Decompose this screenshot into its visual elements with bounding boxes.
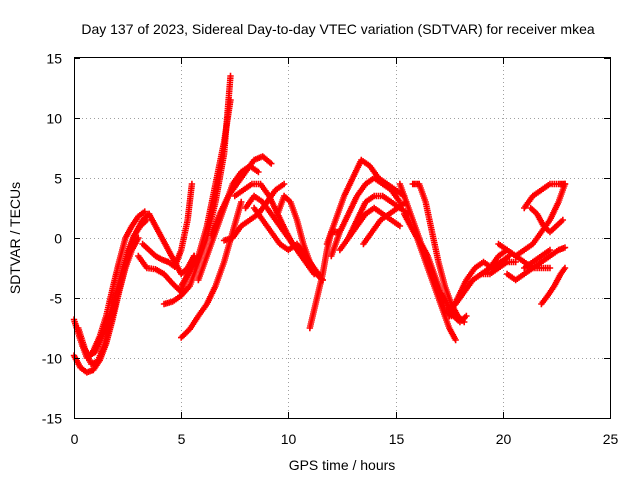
- x-tick-label: 0: [71, 431, 79, 447]
- series-track-i: [178, 96, 234, 290]
- x-tick-label: 15: [389, 431, 405, 447]
- data-point: [512, 258, 519, 266]
- series-track-ai: [538, 264, 569, 308]
- y-tick-labels: -15 -10 -5 0 5 10 15: [42, 51, 62, 427]
- series-track-v: [345, 204, 404, 242]
- data-point: [561, 180, 569, 188]
- series-track-s: [323, 156, 408, 248]
- data-point: [280, 180, 288, 188]
- y-tick-label: -5: [50, 291, 63, 307]
- data-point: [452, 336, 459, 344]
- series-track-e: [139, 180, 196, 270]
- series-track-ae: [495, 180, 569, 260]
- axis-ticks: [74, 58, 611, 419]
- data-point: [143, 216, 151, 224]
- y-tick-label: 5: [54, 171, 62, 187]
- x-tick-label: 20: [496, 431, 512, 447]
- data-point: [227, 96, 234, 104]
- x-tick-label: 25: [603, 431, 619, 447]
- data-point: [463, 312, 470, 320]
- y-tick-label: -15: [42, 411, 62, 427]
- series-track-ah: [527, 204, 567, 236]
- series-track-g: [145, 210, 198, 278]
- series-track-aj: [521, 246, 554, 272]
- data-point: [396, 222, 404, 230]
- series-track-af: [503, 244, 569, 284]
- series-track-y: [400, 210, 459, 344]
- x-tick-label: 10: [281, 431, 297, 447]
- data-point: [561, 244, 569, 251]
- data-point: [227, 72, 234, 80]
- data-point: [238, 198, 245, 206]
- x-tick-labels: 0 5 10 15 20 25: [71, 431, 619, 447]
- series-track-w: [360, 198, 410, 248]
- data-points: [70, 72, 569, 376]
- data-point: [141, 208, 148, 215]
- series-track-l: [208, 153, 275, 239]
- data-point: [559, 216, 567, 224]
- data-point: [268, 160, 275, 167]
- y-tick-label: 15: [46, 51, 62, 67]
- data-point: [188, 180, 196, 188]
- series-track-d: [79, 216, 151, 359]
- y-axis-label: SDTVAR / TECUs: [7, 182, 23, 294]
- series-track-ag: [521, 180, 569, 212]
- x-axis-label: GPS time / hours: [289, 457, 396, 473]
- y-tick-label: -10: [42, 351, 62, 367]
- y-tick-label: 10: [46, 111, 62, 127]
- y-tick-label: 0: [54, 231, 62, 247]
- series-track-t: [328, 174, 404, 260]
- x-tick-label: 5: [178, 431, 186, 447]
- data-point: [546, 264, 554, 272]
- chart-title: Day 137 of 2023, Sidereal Day-to-day VTE…: [81, 21, 594, 37]
- data-point: [546, 246, 554, 254]
- data-point: [561, 264, 569, 272]
- grid: [74, 58, 610, 418]
- data-point: [255, 168, 262, 176]
